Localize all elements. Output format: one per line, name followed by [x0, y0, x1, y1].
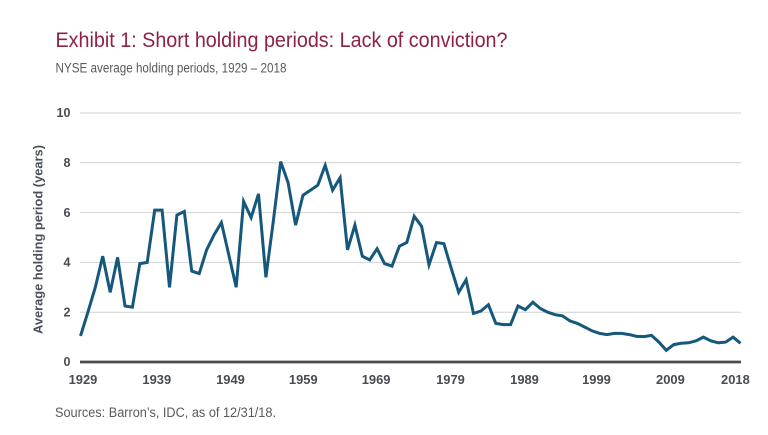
svg-text:2009: 2009 [656, 372, 685, 387]
svg-text:1969: 1969 [362, 372, 391, 387]
svg-text:1979: 1979 [436, 372, 465, 387]
svg-text:10: 10 [57, 105, 71, 120]
svg-text:1989: 1989 [510, 372, 539, 387]
svg-text:Sources: Barron’s, IDC, as of: Sources: Barron’s, IDC, as of 12/31/18. [55, 405, 276, 420]
svg-text:8: 8 [64, 155, 71, 170]
svg-text:6: 6 [64, 204, 71, 219]
svg-text:1939: 1939 [142, 372, 171, 387]
svg-text:Exhibit 1: Short holding perio: Exhibit 1: Short holding periods: Lack o… [56, 29, 508, 52]
svg-text:4: 4 [64, 254, 72, 269]
svg-text:1949: 1949 [216, 372, 245, 387]
svg-text:1959: 1959 [289, 372, 318, 387]
svg-text:NYSE average holding periods,: NYSE average holding periods, 1929 – 201… [56, 61, 287, 76]
svg-text:1929: 1929 [69, 372, 98, 387]
svg-text:0: 0 [64, 354, 71, 369]
svg-text:Average holding period (years): Average holding period (years) [31, 145, 46, 334]
svg-text:2: 2 [64, 304, 71, 319]
svg-text:1999: 1999 [582, 372, 611, 387]
svg-text:2018: 2018 [721, 372, 750, 387]
